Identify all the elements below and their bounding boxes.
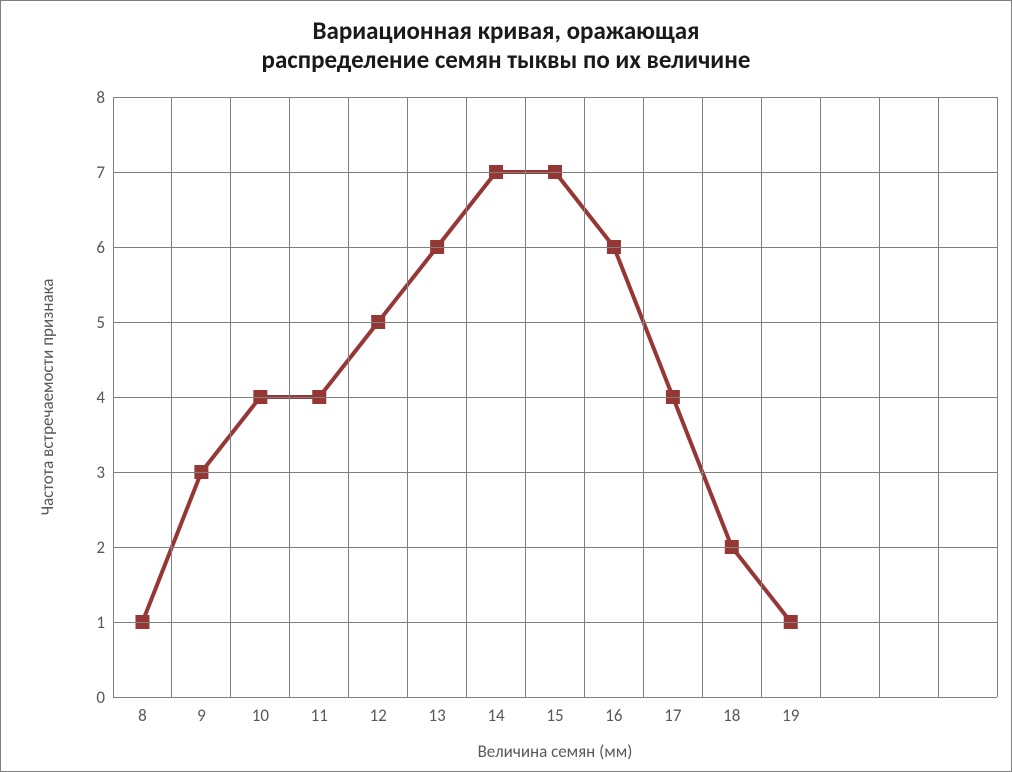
- grid-line-horizontal: [113, 547, 997, 548]
- x-tick-label: 16: [584, 705, 643, 726]
- y-tick-label: 4: [65, 387, 105, 408]
- grid-line-vertical: [230, 97, 231, 697]
- grid-line-horizontal: [113, 472, 997, 473]
- chart-frame: Вариационная кривая, оражающаяраспределе…: [0, 0, 1012, 772]
- x-axis-title: Величина семян (мм): [113, 741, 997, 762]
- grid-line-vertical: [407, 97, 408, 697]
- x-tick-label: 13: [408, 705, 467, 726]
- y-tick-label: 3: [65, 462, 105, 483]
- x-tick-label: 19: [761, 705, 820, 726]
- x-tick-label: 18: [702, 705, 761, 726]
- chart-title-line: распределение семян тыквы по их величине: [262, 44, 751, 75]
- grid-line-vertical: [761, 97, 762, 697]
- chart-title-line: Вариационная кривая, оражающая: [313, 15, 700, 46]
- y-tick-label: 6: [65, 237, 105, 258]
- grid-line-vertical: [702, 97, 703, 697]
- grid-line-vertical: [938, 97, 939, 697]
- x-tick-label: 8: [113, 705, 172, 726]
- y-tick-label: 2: [65, 537, 105, 558]
- x-tick-label: 17: [643, 705, 702, 726]
- y-axis-title: Частота встречаемости признака: [37, 97, 58, 697]
- grid-line-horizontal: [113, 397, 997, 398]
- x-tick-label: 15: [526, 705, 585, 726]
- grid-line-vertical: [584, 97, 585, 697]
- grid-line-vertical: [643, 97, 644, 697]
- grid-line-vertical: [525, 97, 526, 697]
- grid-line-horizontal: [113, 247, 997, 248]
- plot-area: [113, 97, 997, 697]
- grid-line-vertical: [113, 97, 114, 697]
- y-tick-label: 8: [65, 87, 105, 108]
- x-tick-label: 9: [172, 705, 231, 726]
- x-tick-label: 12: [349, 705, 408, 726]
- grid-line-horizontal: [113, 97, 997, 98]
- x-tick-label: 14: [467, 705, 526, 726]
- x-tick-label: 10: [231, 705, 290, 726]
- chart-title: Вариационная кривая, оражающаяраспределе…: [1, 17, 1011, 75]
- grid-line-vertical: [171, 97, 172, 697]
- y-tick-label: 1: [65, 612, 105, 633]
- x-tick-label: 11: [290, 705, 349, 726]
- y-tick-label: 0: [65, 687, 105, 708]
- grid-line-horizontal: [113, 172, 997, 173]
- grid-line-horizontal: [113, 622, 997, 623]
- grid-line-vertical: [820, 97, 821, 697]
- grid-line-horizontal: [113, 322, 997, 323]
- grid-line-vertical: [466, 97, 467, 697]
- grid-line-horizontal: [113, 697, 997, 698]
- grid-line-vertical: [997, 97, 998, 697]
- y-tick-label: 5: [65, 312, 105, 333]
- grid-line-vertical: [348, 97, 349, 697]
- grid-line-vertical: [289, 97, 290, 697]
- grid-line-vertical: [879, 97, 880, 697]
- y-tick-label: 7: [65, 162, 105, 183]
